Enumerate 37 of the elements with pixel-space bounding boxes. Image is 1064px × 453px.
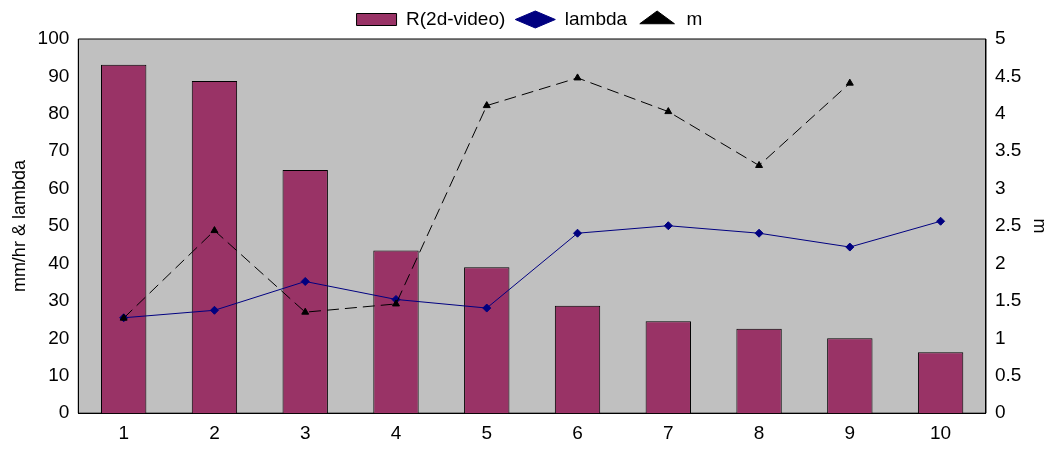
y2-tick-label: 2.5: [994, 214, 1022, 236]
legend-label: R(2d-video): [406, 7, 506, 29]
y-tick-label: 20: [48, 326, 70, 348]
y-tick-label: 60: [48, 176, 70, 198]
legend-label: m: [686, 7, 703, 29]
y2-tick-label: 0.5: [994, 364, 1022, 386]
x-tick-label: 5: [481, 421, 493, 443]
y2-tick-label: 4: [994, 102, 1006, 124]
y2-axis-title: m: [1030, 218, 1051, 234]
y-tick-label: 10: [48, 364, 70, 386]
y-tick-label: 30: [48, 289, 70, 311]
x-tick-label: 10: [930, 421, 952, 443]
legend-label: lambda: [564, 7, 628, 29]
x-tick-label: 2: [209, 421, 220, 443]
x-tick-label: 4: [390, 421, 402, 443]
x-tick-label: 8: [753, 421, 765, 443]
y2-tick-label: 3.5: [994, 139, 1022, 161]
y2-tick-label: 0: [994, 401, 1006, 423]
y-tick-label: 100: [37, 27, 70, 49]
y-tick-label: 0: [58, 401, 70, 423]
x-tick-label: 7: [663, 421, 674, 443]
y-tick-label: 50: [48, 214, 70, 236]
y-tick-label: 70: [48, 139, 70, 161]
y-axis-title: mm/hr & lambda: [8, 159, 29, 293]
y-tick-label: 90: [48, 64, 70, 86]
x-tick-label: 1: [118, 421, 129, 443]
y2-tick-label: 1.5: [994, 289, 1022, 311]
y2-tick-label: 4.5: [994, 64, 1022, 86]
x-tick-label: 3: [299, 421, 311, 443]
y-tick-label: 80: [48, 102, 70, 124]
y2-tick-label: 5: [994, 27, 1006, 49]
y-tick-label: 40: [48, 251, 70, 273]
x-tick-label: 9: [844, 421, 856, 443]
y2-tick-label: 3: [994, 176, 1006, 198]
y2-tick-label: 1: [994, 326, 1006, 348]
x-tick-label: 6: [572, 421, 583, 443]
y2-tick-label: 2: [994, 251, 1006, 273]
